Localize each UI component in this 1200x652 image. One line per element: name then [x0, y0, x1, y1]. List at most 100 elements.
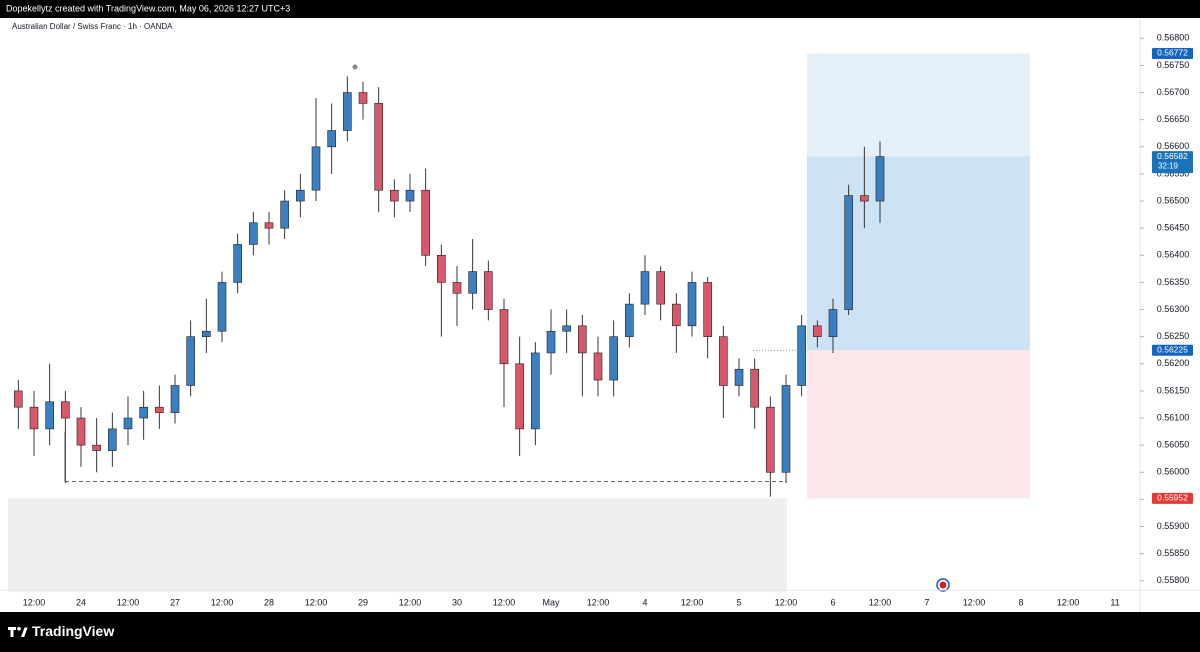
x-tick-label: 29	[358, 597, 368, 607]
x-tick-label: 12:00	[211, 597, 234, 607]
header-text: Dopekellytz created with TradingView.com…	[6, 3, 290, 13]
stop-badge	[1152, 492, 1193, 504]
candle-body	[844, 195, 853, 310]
entry-badge-label: 0.56225	[1157, 344, 1188, 354]
candle-body	[797, 325, 806, 386]
brand: TradingView	[32, 623, 114, 639]
y-tick-label: 0.56650	[1157, 114, 1190, 124]
candle-body	[484, 271, 493, 310]
y-tick-label: 0.56350	[1157, 277, 1190, 287]
price-badge	[1152, 151, 1193, 174]
x-tick-label: 12:00	[775, 597, 798, 607]
candle-body	[640, 271, 650, 305]
y-tick-label: 0.56400	[1157, 250, 1190, 260]
y-tick-label: 0.56100	[1157, 412, 1190, 422]
x-tick-label: 27	[170, 597, 180, 607]
x-tick-label: 12:00	[23, 597, 46, 607]
candle-body	[828, 309, 838, 337]
candle-body	[311, 146, 321, 191]
candle-body	[860, 195, 869, 202]
candle-body	[139, 406, 148, 419]
candle-body	[499, 309, 509, 365]
x-tick-label: 12:00	[681, 597, 704, 607]
y-tick-label: 0.56450	[1157, 223, 1190, 233]
x-tick-label: 7	[924, 597, 929, 607]
candle-body	[656, 271, 665, 305]
y-tick-label: 0.56050	[1157, 440, 1190, 450]
profit-fill	[807, 156, 1030, 351]
event-icon-inner	[939, 581, 947, 589]
candle-body	[781, 385, 791, 473]
candle-body	[405, 189, 415, 202]
target-badge-label: 0.56772	[1157, 48, 1188, 58]
candle-body	[452, 282, 462, 294]
x-tick-label: 12:00	[117, 597, 140, 607]
candle-body	[61, 401, 70, 419]
candle-body	[186, 336, 195, 386]
x-tick-label: 12:00	[869, 597, 892, 607]
y-tick-label: 0.56550	[1157, 168, 1190, 178]
candle-body	[249, 222, 258, 245]
candle-body	[703, 282, 712, 337]
x-tick-label: 12:00	[1057, 597, 1080, 607]
candle-body	[233, 244, 242, 283]
x-tick-label: 4	[642, 597, 647, 607]
y-tick-label: 0.56300	[1157, 304, 1190, 314]
candle-body	[562, 325, 571, 332]
y-tick-label: 0.56600	[1157, 141, 1190, 151]
y-tick-label: 0.55850	[1157, 548, 1190, 558]
candle-body	[766, 406, 775, 473]
stop-badge-label: 0.55952	[1157, 493, 1188, 503]
chart-title: Australian Dollar / Swiss Franc · 1h · O…	[12, 22, 173, 31]
candle-body	[593, 352, 603, 381]
y-tick-label: 0.56150	[1157, 385, 1190, 395]
candle-body	[264, 222, 274, 229]
peak-marker	[352, 64, 358, 70]
footer-bar	[0, 612, 1200, 652]
candle-body	[468, 271, 477, 294]
y-tick-label: 0.56500	[1157, 195, 1190, 205]
y-tick-label: 0.56700	[1157, 87, 1190, 97]
candle-body	[687, 282, 697, 327]
x-tick-label: 8	[1018, 597, 1023, 607]
candle-body	[813, 325, 822, 337]
candle-body	[280, 200, 289, 229]
candle-body	[45, 401, 54, 430]
x-tick-label: 6	[830, 597, 835, 607]
candle-body	[343, 92, 352, 131]
x-tick-label: 12:00	[587, 597, 610, 607]
candle-body	[327, 130, 336, 148]
candle-body	[515, 363, 524, 430]
x-tick-label: 5	[736, 597, 741, 607]
candle-body	[421, 189, 430, 256]
candle-body	[390, 189, 399, 202]
header-bar	[0, 0, 1200, 18]
candle-body	[578, 325, 587, 354]
candle-body	[672, 303, 681, 327]
candle-body	[155, 406, 164, 413]
candle-body	[108, 428, 117, 451]
x-tick-label: 24	[76, 597, 86, 607]
target-badge	[1152, 47, 1193, 59]
y-tick-label: 0.56250	[1157, 331, 1190, 341]
candle-body	[76, 417, 86, 446]
price-badge-label: 0.56582	[1157, 151, 1188, 161]
candle-body	[217, 282, 227, 332]
candle-body	[531, 352, 540, 430]
x-tick-label: 12:00	[963, 597, 986, 607]
brand-logo	[8, 627, 28, 637]
candle-body	[123, 417, 133, 430]
candle-body	[374, 103, 383, 191]
x-tick-label: 30	[452, 597, 462, 607]
candle-body	[358, 92, 368, 104]
candle-body	[609, 336, 618, 381]
y-tick-label: 0.56800	[1157, 33, 1190, 43]
candle-body	[734, 368, 744, 386]
candle-body	[296, 189, 305, 202]
candle-body	[437, 254, 446, 283]
stop-zone	[807, 350, 1030, 499]
x-tick-label: 12:00	[399, 597, 422, 607]
x-tick-label: May	[542, 597, 560, 607]
